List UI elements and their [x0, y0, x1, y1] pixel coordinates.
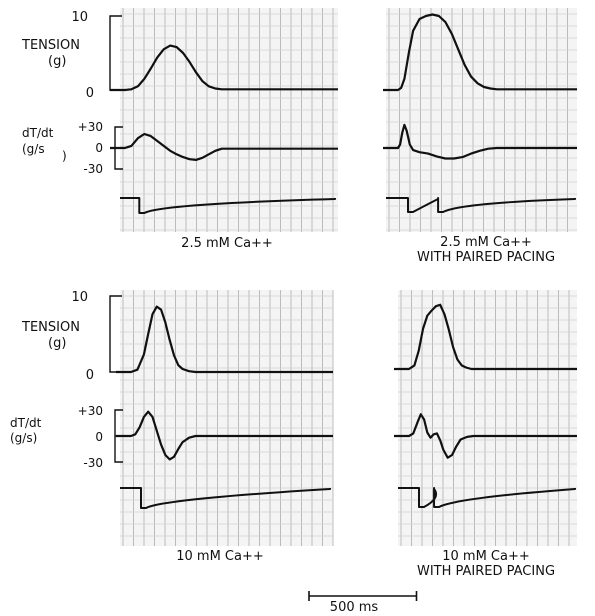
tension-tick-max-3: 10: [71, 290, 88, 305]
tension-unit-3: (g): [48, 336, 66, 351]
tension-label-1: TENSION: [21, 38, 80, 53]
panel-10mM: TENSION (g) 10 0 dT/dt (g/s) +30 0 -30 1…: [10, 290, 264, 564]
tension-trace-1: [110, 44, 338, 92]
dtdt-unit-3: (g/s): [10, 431, 37, 445]
dtdt-tick-zero-1: 0: [95, 141, 103, 155]
tension-trace-2: [383, 13, 577, 92]
tension-tick-max-1: 10: [71, 10, 88, 25]
plot-2: [383, 8, 577, 232]
scale-bar-line: [308, 591, 418, 601]
caption-1: 2.5 mM Ca++: [181, 236, 273, 251]
caption-2a: 2.5 mM Ca++: [440, 235, 532, 250]
stimulus-trace-4: [398, 487, 576, 508]
scale-bar: 500 ms: [330, 600, 379, 615]
dtdt-tick-neg-1: -30: [83, 162, 103, 176]
tension-unit-1: (g): [48, 54, 66, 69]
dtdt-trace-2: [383, 123, 577, 160]
grid-4-bg: [398, 290, 577, 546]
panel-2-5mM: TENSION (g) 10 0 dT/dt (g/s ) +30 0 -30 …: [21, 10, 273, 251]
tension-trace-3: [116, 305, 333, 374]
plot-1: [109, 8, 338, 232]
panel-2-5mM-paired: 2.5 mM Ca++ WITH PAIRED PACING: [417, 235, 555, 265]
caption-2b: WITH PAIRED PACING: [417, 250, 555, 265]
dtdt-tick-neg-3: -30: [83, 456, 103, 470]
stimulus-trace-2: [386, 197, 576, 213]
dtdt-trace-4: [394, 413, 577, 459]
plot-3: [109, 290, 334, 546]
grid-1-bg: [120, 8, 338, 232]
grid-3-bg: [120, 290, 333, 546]
dtdt-tick-pos-3: +30: [78, 404, 103, 418]
dtdt-trace-3: [116, 410, 333, 461]
dtdt-tick-zero-3: 0: [95, 430, 103, 444]
dtdt-trace-1: [110, 132, 338, 161]
caption-4a: 10 mM Ca++: [442, 549, 530, 564]
dtdt-unit-paren-1: ): [62, 149, 67, 163]
caption-4b: WITH PAIRED PACING: [417, 564, 555, 579]
plot-4: [394, 290, 577, 546]
tension-tick-zero-1: 0: [86, 86, 94, 101]
dtdt-unit-1: (g/s: [22, 142, 45, 156]
dtdt-label-3: dT/dt: [10, 416, 42, 430]
panel-10mM-paired: 10 mM Ca++ WITH PAIRED PACING: [417, 549, 555, 579]
stimulus-trace-1: [120, 197, 336, 214]
tension-trace-4: [394, 303, 577, 371]
stimulus-trace-3: [120, 487, 331, 509]
caption-3: 10 mM Ca++: [176, 549, 264, 564]
scale-bar-label: 500 ms: [330, 600, 379, 615]
dtdt-tick-pos-1: +30: [78, 120, 103, 134]
tension-label-3: TENSION: [21, 320, 80, 335]
dtdt-label-1: dT/dt: [22, 126, 54, 140]
grid-2-bg: [386, 8, 577, 232]
tension-tick-zero-3: 0: [86, 368, 94, 383]
